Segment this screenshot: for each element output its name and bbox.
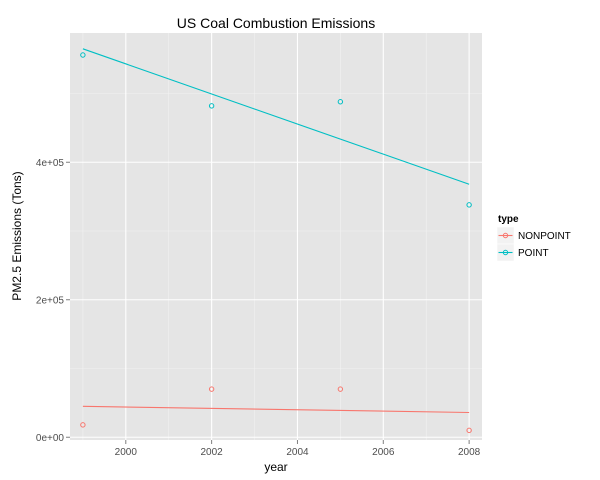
data-point-nonpoint bbox=[466, 427, 472, 434]
data-point-nonpoint bbox=[337, 386, 344, 392]
grid-major bbox=[70, 33, 482, 440]
data-point-point bbox=[466, 202, 472, 208]
data-point-nonpoint bbox=[80, 422, 86, 428]
y-tick-label: 0e+00 bbox=[36, 433, 65, 444]
legend: type NONPOINT POINT bbox=[496, 214, 571, 262]
trend-line-point bbox=[82, 48, 470, 185]
data-point-point bbox=[80, 52, 86, 58]
legend-point-point bbox=[502, 249, 509, 256]
legend-label-nonpoint: NONPOINT bbox=[518, 231, 571, 242]
x-tick-label: 2004 bbox=[286, 447, 309, 458]
x-tick-label: 2006 bbox=[372, 447, 395, 458]
legend-label-point: POINT bbox=[518, 248, 549, 259]
trend-line-nonpoint bbox=[82, 405, 470, 414]
x-tick-label: 2008 bbox=[458, 447, 481, 458]
panel-background bbox=[70, 33, 482, 440]
x-axis-ticks: 2000 2002 2004 2006 2008 bbox=[115, 440, 481, 458]
data-point-point bbox=[337, 99, 344, 105]
legend-title: type bbox=[498, 214, 519, 225]
y-tick-label: 4e+05 bbox=[36, 158, 65, 169]
x-axis-title: year bbox=[264, 460, 287, 474]
chart-title: US Coal Combustion Emissions bbox=[177, 15, 375, 31]
data-point-nonpoint bbox=[208, 386, 215, 392]
y-tick-label: 2e+05 bbox=[36, 295, 65, 306]
grid-minor bbox=[70, 33, 482, 440]
data-point-point bbox=[208, 103, 215, 109]
y-axis-ticks: 0e+00 2e+05 4e+05 bbox=[36, 158, 70, 444]
x-tick-label: 2000 bbox=[115, 447, 138, 458]
legend-point-nonpoint bbox=[502, 232, 509, 239]
y-axis-title: PM2.5 Emissions (Tons) bbox=[10, 171, 24, 300]
data-points bbox=[80, 52, 472, 434]
legend-items: NONPOINT POINT bbox=[496, 226, 571, 262]
x-tick-label: 2002 bbox=[201, 447, 224, 458]
trend-lines bbox=[82, 48, 470, 414]
